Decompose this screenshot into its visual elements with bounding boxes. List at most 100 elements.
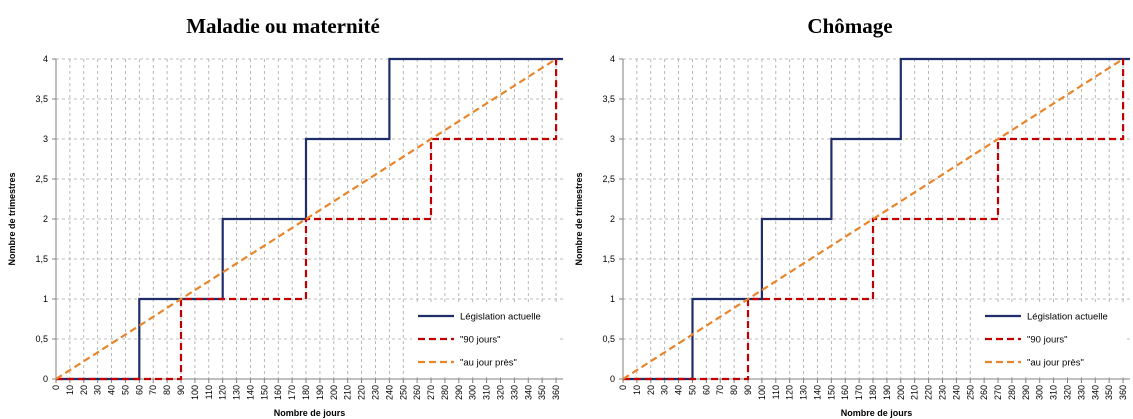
x-tick-label: 120 bbox=[785, 385, 795, 400]
chart-maladie: 00,511,522,533,540 10 20 30 40 50 60 70 80 90 100 1… bbox=[7, 54, 563, 418]
x-tick-label: 10 bbox=[65, 385, 75, 395]
x-tick-label: 340 bbox=[1090, 385, 1100, 400]
x-tick-label: 350 bbox=[537, 385, 547, 400]
x-tick-label: 240 bbox=[951, 385, 961, 400]
x-tick-label: 40 bbox=[107, 385, 117, 395]
x-tick-label: 10 bbox=[632, 385, 642, 395]
y-tick-label: 4 bbox=[43, 54, 48, 64]
series-line-90-jours bbox=[623, 59, 1125, 381]
y-tick-label: 0,5 bbox=[602, 334, 615, 344]
x-tick-label: 220 bbox=[357, 385, 367, 400]
x-tick-label: 90 bbox=[176, 385, 186, 395]
legend-label: Législation actuelle bbox=[460, 312, 541, 323]
x-tick-label: 320 bbox=[1062, 385, 1072, 400]
legend-label: Législation actuelle bbox=[1027, 312, 1108, 323]
x-tick-label: 210 bbox=[910, 385, 920, 400]
x-tick-label: 100 bbox=[757, 385, 767, 400]
x-tick-label: 150 bbox=[259, 385, 269, 400]
x-tick-label: 30 bbox=[660, 385, 670, 395]
y-tick-label: 1,5 bbox=[35, 254, 48, 264]
y-tick-label: 0,5 bbox=[35, 334, 48, 344]
x-tick-label: 160 bbox=[273, 385, 283, 400]
x-tick-label: 360 bbox=[1118, 385, 1128, 400]
x-tick-label: 100 bbox=[190, 385, 200, 400]
legend-label: "au jour près" bbox=[1027, 358, 1084, 369]
y-tick-label: 0 bbox=[610, 374, 615, 384]
x-tick-label: 0 bbox=[618, 385, 628, 390]
y-tick-label: 3 bbox=[43, 134, 48, 144]
x-tick-label: 180 bbox=[301, 385, 311, 400]
x-tick-label: 30 bbox=[93, 385, 103, 395]
x-tick-label: 190 bbox=[315, 385, 325, 400]
x-tick-label: 170 bbox=[287, 385, 297, 400]
x-tick-label: 110 bbox=[771, 385, 781, 399]
y-tick-label: 2,5 bbox=[602, 174, 615, 184]
x-tick-label: 230 bbox=[937, 385, 947, 400]
x-tick-label: 330 bbox=[1076, 385, 1086, 400]
legend-label: "au jour près" bbox=[460, 358, 517, 369]
y-axis-title: Nombre de trimestres bbox=[574, 172, 584, 265]
series-line-90-jours bbox=[56, 59, 558, 381]
y-tick-label: 0 bbox=[43, 374, 48, 384]
chart-title: Maladie ou maternité bbox=[186, 14, 380, 38]
x-tick-label: 150 bbox=[826, 385, 836, 400]
x-tick-label: 310 bbox=[482, 385, 492, 400]
legend: Législation actuelle "90 jours" "au jour p… bbox=[412, 302, 558, 374]
y-tick-label: 2 bbox=[43, 214, 48, 224]
x-tick-label: 70 bbox=[148, 385, 158, 395]
y-tick-label: 1 bbox=[610, 294, 615, 304]
y-tick-label: 3 bbox=[610, 134, 615, 144]
x-tick-label: 260 bbox=[412, 385, 422, 400]
x-tick-label: 50 bbox=[120, 385, 130, 395]
x-tick-label: 120 bbox=[218, 385, 228, 400]
x-tick-label: 40 bbox=[674, 385, 684, 395]
x-tick-label: 260 bbox=[979, 385, 989, 400]
x-tick-label: 240 bbox=[384, 385, 394, 400]
legend-box bbox=[979, 302, 1125, 374]
x-tick-label: 110 bbox=[204, 385, 214, 399]
x-tick-label: 130 bbox=[799, 385, 809, 400]
x-tick-label: 60 bbox=[701, 385, 711, 395]
x-tick-label: 300 bbox=[468, 385, 478, 400]
x-tick-label: 20 bbox=[646, 385, 656, 395]
x-tick-label: 250 bbox=[965, 385, 975, 400]
series-line-legislation bbox=[623, 57, 1130, 381]
chart-title: Chômage bbox=[807, 14, 893, 38]
y-tick-label: 2 bbox=[610, 214, 615, 224]
y-tick-label: 1 bbox=[43, 294, 48, 304]
y-axis-title: Nombre de trimestres bbox=[7, 172, 17, 265]
x-tick-label: 140 bbox=[812, 385, 822, 400]
x-tick-label: 270 bbox=[426, 385, 436, 400]
x-tick-label: 290 bbox=[454, 385, 464, 400]
x-tick-label: 130 bbox=[232, 385, 242, 400]
x-tick-label: 290 bbox=[1021, 385, 1031, 400]
x-tick-label: 200 bbox=[896, 385, 906, 400]
x-tick-label: 350 bbox=[1104, 385, 1114, 400]
x-tick-label: 280 bbox=[440, 385, 450, 400]
x-tick-label: 80 bbox=[729, 385, 739, 395]
x-tick-label: 20 bbox=[79, 385, 89, 395]
legend-box bbox=[412, 302, 558, 374]
x-tick-label: 210 bbox=[343, 385, 353, 400]
x-tick-label: 270 bbox=[993, 385, 1003, 400]
x-tick-label: 230 bbox=[370, 385, 380, 400]
x-tick-label: 80 bbox=[162, 385, 172, 395]
x-tick-label: 280 bbox=[1007, 385, 1017, 400]
x-tick-label: 250 bbox=[398, 385, 408, 400]
y-tick-label: 4 bbox=[610, 54, 615, 64]
x-tick-label: 320 bbox=[495, 385, 505, 400]
y-tick-label: 3,5 bbox=[602, 94, 615, 104]
legend: Législation actuelle "90 jours" "au jour p… bbox=[979, 302, 1125, 374]
x-tick-label: 300 bbox=[1035, 385, 1045, 400]
x-tick-label: 220 bbox=[924, 385, 934, 400]
y-tick-label: 2,5 bbox=[35, 174, 48, 184]
legend-label: "90 jours" bbox=[460, 335, 501, 346]
x-axis-title: Nombre de jours bbox=[841, 408, 913, 418]
x-tick-label: 310 bbox=[1049, 385, 1059, 400]
x-tick-label: 140 bbox=[245, 385, 255, 400]
x-tick-label: 90 bbox=[743, 385, 753, 395]
series-line-legislation bbox=[56, 57, 563, 381]
x-tick-label: 160 bbox=[840, 385, 850, 400]
y-tick-label: 1,5 bbox=[602, 254, 615, 264]
legend-label: "90 jours" bbox=[1027, 335, 1068, 346]
